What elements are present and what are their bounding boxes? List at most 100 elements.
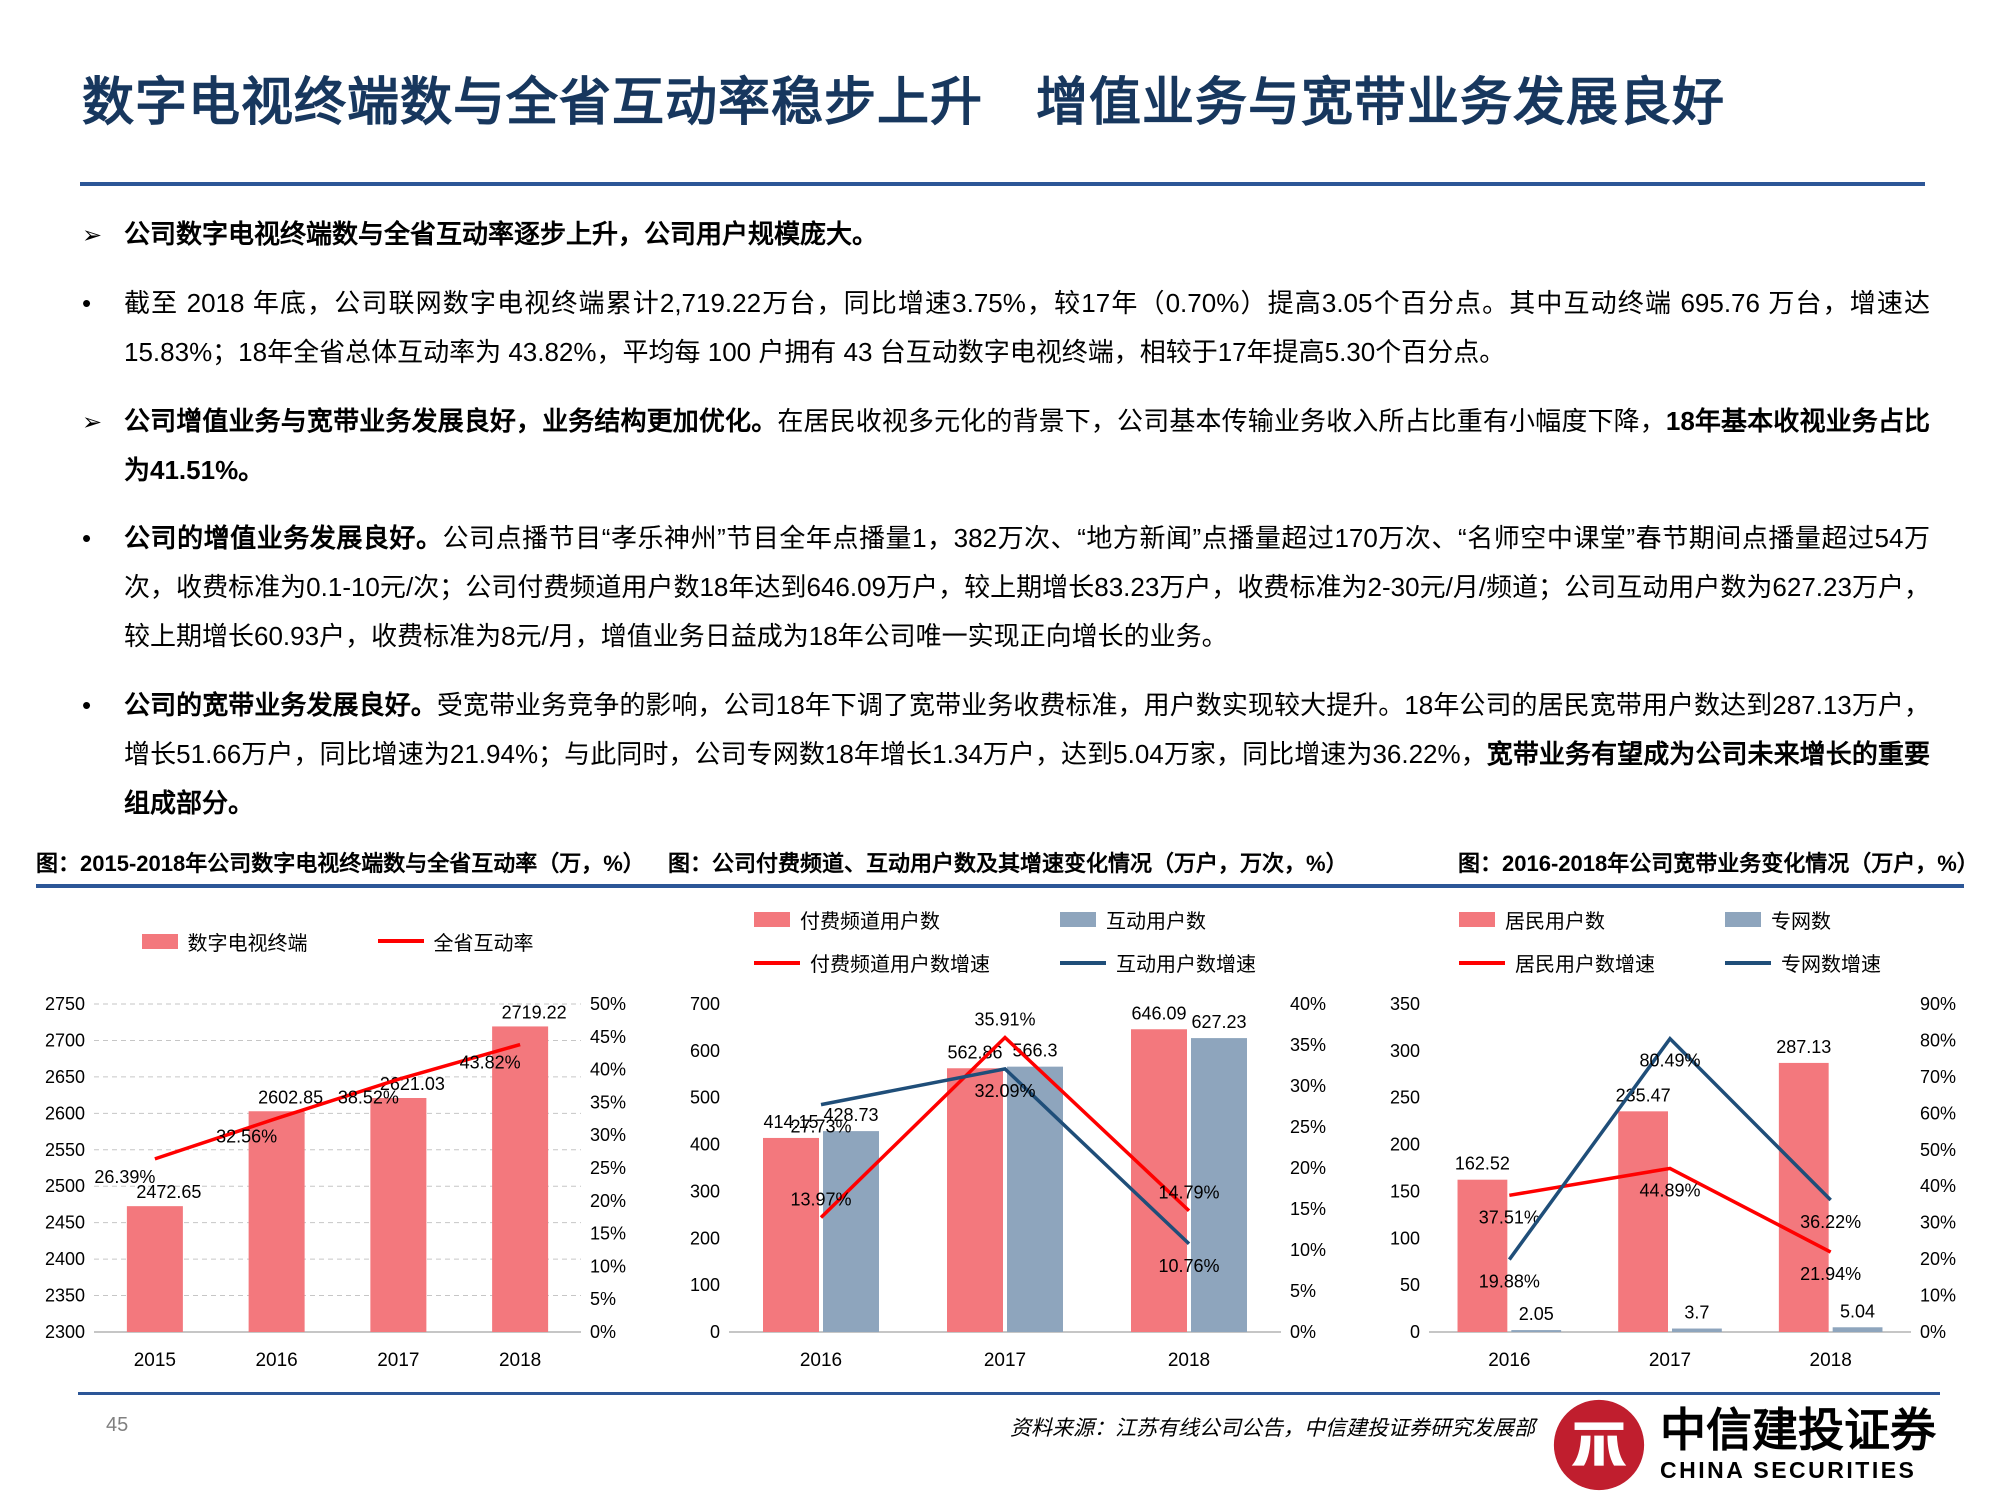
left-axis-tick: 2450	[45, 1213, 85, 1233]
chart-legend: 居民用户数 专网数居民用户数增速 专网数增速	[1365, 902, 1975, 980]
bullet-marker: •	[82, 287, 92, 318]
company-logo-text: 中信建投证券 CHINA SECURITIES	[1660, 1406, 1936, 1484]
chart-title-broadband: 图：2016-2018年公司宽带业务变化情况（万户，%）	[1458, 851, 1979, 876]
legend-line-swatch	[754, 960, 800, 965]
trend-line	[154, 1042, 521, 1161]
right-axis-tick: 15%	[590, 1224, 626, 1244]
left-axis-tick: 2550	[45, 1140, 85, 1160]
legend-line-swatch	[1060, 960, 1106, 965]
line-value-label: 27.73%	[790, 1117, 851, 1137]
left-axis-tick: 2600	[45, 1103, 85, 1123]
bullet-item: ➢ 公司增值业务与宽带业务发展良好，业务结构更加优化。在居民收视多元化的背景下，公…	[82, 397, 1930, 495]
bar	[947, 1068, 1003, 1332]
left-axis-tick: 250	[1390, 1088, 1420, 1108]
left-axis-tick: 50	[1400, 1275, 1420, 1295]
text-segment: 受宽带业务竞争的影响，公司18年下调了宽带业务收费标准，用户数实现较大提升。18…	[124, 690, 1930, 769]
left-axis-tick: 2400	[45, 1249, 85, 1269]
bar-value-label: 5.04	[1840, 1301, 1875, 1321]
legend-item: 全省互动率	[377, 927, 534, 956]
left-axis-tick: 200	[1390, 1135, 1420, 1155]
bar	[1832, 1327, 1883, 1332]
legend-label: 专网数	[1771, 911, 1831, 933]
bar	[1511, 1330, 1562, 1332]
left-axis-tick: 0	[1410, 1322, 1420, 1342]
legend-item: 居民用户数	[1459, 905, 1655, 934]
bar-value-label: 2602.85	[258, 1087, 323, 1107]
right-axis-tick: 35%	[590, 1092, 626, 1112]
bar-value-label: 235.47	[1616, 1085, 1671, 1105]
right-axis-tick: 10%	[590, 1256, 626, 1276]
bar-value-label: 2719.22	[502, 1002, 567, 1022]
bar-value-label: 428.73	[823, 1105, 878, 1125]
legend-item: 互动用户数	[1060, 905, 1256, 934]
right-axis-tick: 30%	[1290, 1076, 1326, 1096]
line-value-label: 26.39%	[94, 1167, 155, 1187]
text-segment: 宽带业务有望成为公司未来增长的重要组成部分。	[124, 738, 1930, 818]
right-axis-tick: 5%	[1290, 1281, 1316, 1301]
legend-line-swatch	[1725, 960, 1771, 965]
x-axis-label: 2017	[377, 1350, 419, 1371]
x-axis-label: 2018	[1168, 1350, 1210, 1371]
right-axis-tick: 45%	[590, 1027, 626, 1047]
bar	[1672, 1328, 1722, 1332]
bullet-item: • 截至 2018 年底，公司联网数字电视终端累计2,719.22万台，同比增速3…	[82, 279, 1930, 377]
line-value-label: 38.52%	[338, 1087, 399, 1107]
bar	[763, 1137, 819, 1332]
legend-label: 付费频道用户数增速	[810, 954, 990, 976]
chart-plot-broadband: 0 50 100 150 200 250 300 350 0% 10% 20% 30% 40% 50% 60…	[1390, 994, 1956, 1371]
x-axis-label: 2016	[1488, 1350, 1530, 1371]
bullet-marker: •	[82, 690, 92, 720]
left-axis-tick: 2500	[45, 1176, 85, 1196]
bar	[1007, 1066, 1063, 1332]
company-logo: 中信建投证券 CHINA SECURITIES	[1552, 1398, 1936, 1492]
legend-label: 互动用户数增速	[1116, 954, 1256, 976]
legend-bar-swatch	[1459, 912, 1495, 927]
legend-label: 居民用户数	[1505, 911, 1605, 933]
right-axis-tick: 0%	[1920, 1322, 1946, 1342]
text-segment: 公司的宽带业务发展良好。	[124, 690, 437, 720]
line-value-label: 44.89%	[1639, 1180, 1700, 1200]
x-axis-label: 2018	[1810, 1350, 1852, 1371]
footer-divider	[78, 1392, 1940, 1395]
bar	[1778, 1062, 1829, 1332]
right-axis-tick: 10%	[1920, 1286, 1956, 1306]
chart-title-terminals: 图：2015-2018年公司数字电视终端数与全省互动率（万，%）	[36, 851, 645, 876]
line-value-label: 36.22%	[1800, 1212, 1861, 1232]
right-axis-tick: 30%	[590, 1125, 626, 1145]
line-value-label: 80.49%	[1639, 1051, 1700, 1071]
source-note: 资料来源：江苏有线公司公告，中信建投证券研究发展部	[1010, 1416, 1535, 1440]
right-axis-tick: 40%	[1920, 1176, 1956, 1196]
chart-plot-terminals: 2300 2350 2400 2450 2500 2550 2600 2650 2700 2750…	[45, 994, 626, 1371]
right-axis-tick: 5%	[590, 1289, 616, 1309]
legend-line-swatch	[1459, 960, 1505, 965]
chart-title-paid-interactive: 图：公司付费频道、互动用户数及其增速变化情况（万户，万次，%）	[668, 851, 1348, 876]
left-axis-tick: 350	[1390, 994, 1420, 1014]
bar-value-label: 2472.65	[136, 1182, 201, 1202]
right-axis-tick: 20%	[590, 1191, 626, 1211]
bar-value-label: 562.86	[947, 1042, 1002, 1062]
bar-value-label: 3.7	[1684, 1303, 1709, 1323]
right-axis-tick: 0%	[590, 1322, 616, 1342]
bar-value-label: 287.13	[1776, 1037, 1831, 1057]
company-name-cn: 中信建投证券	[1660, 1405, 1936, 1457]
bullet-item: • 公司的宽带业务发展良好。受宽带业务竞争的影响，公司18年下调了宽带业务收费标准…	[82, 681, 1930, 828]
x-axis-label: 2015	[134, 1350, 176, 1371]
left-axis-tick: 300	[690, 1181, 720, 1201]
right-axis-tick: 60%	[1920, 1103, 1956, 1123]
chart-legend: 数字电视终端 全省互动率	[30, 902, 645, 980]
legend-label: 居民用户数增速	[1515, 954, 1655, 976]
chart-panel-paid-interactive: 付费频道用户数 互动用户数 付费频道用户数增速 互动用户数增速 0 100 200 300 4…	[665, 902, 1345, 1380]
legend-bar-swatch	[1060, 912, 1096, 927]
bar-value-label: 2.05	[1519, 1304, 1554, 1324]
legend-label: 全省互动率	[433, 932, 534, 955]
right-axis-tick: 10%	[1290, 1240, 1326, 1260]
line-value-label: 10.76%	[1158, 1256, 1219, 1276]
legend-label: 专网数增速	[1781, 954, 1881, 976]
line-value-label: 19.88%	[1479, 1272, 1540, 1292]
bullet-marker: •	[82, 523, 92, 554]
right-axis-tick: 25%	[1290, 1117, 1326, 1137]
right-axis-tick: 15%	[1290, 1199, 1326, 1219]
right-axis-tick: 0%	[1290, 1322, 1316, 1342]
right-axis-tick: 50%	[590, 994, 626, 1014]
left-axis-tick: 100	[1390, 1228, 1420, 1248]
